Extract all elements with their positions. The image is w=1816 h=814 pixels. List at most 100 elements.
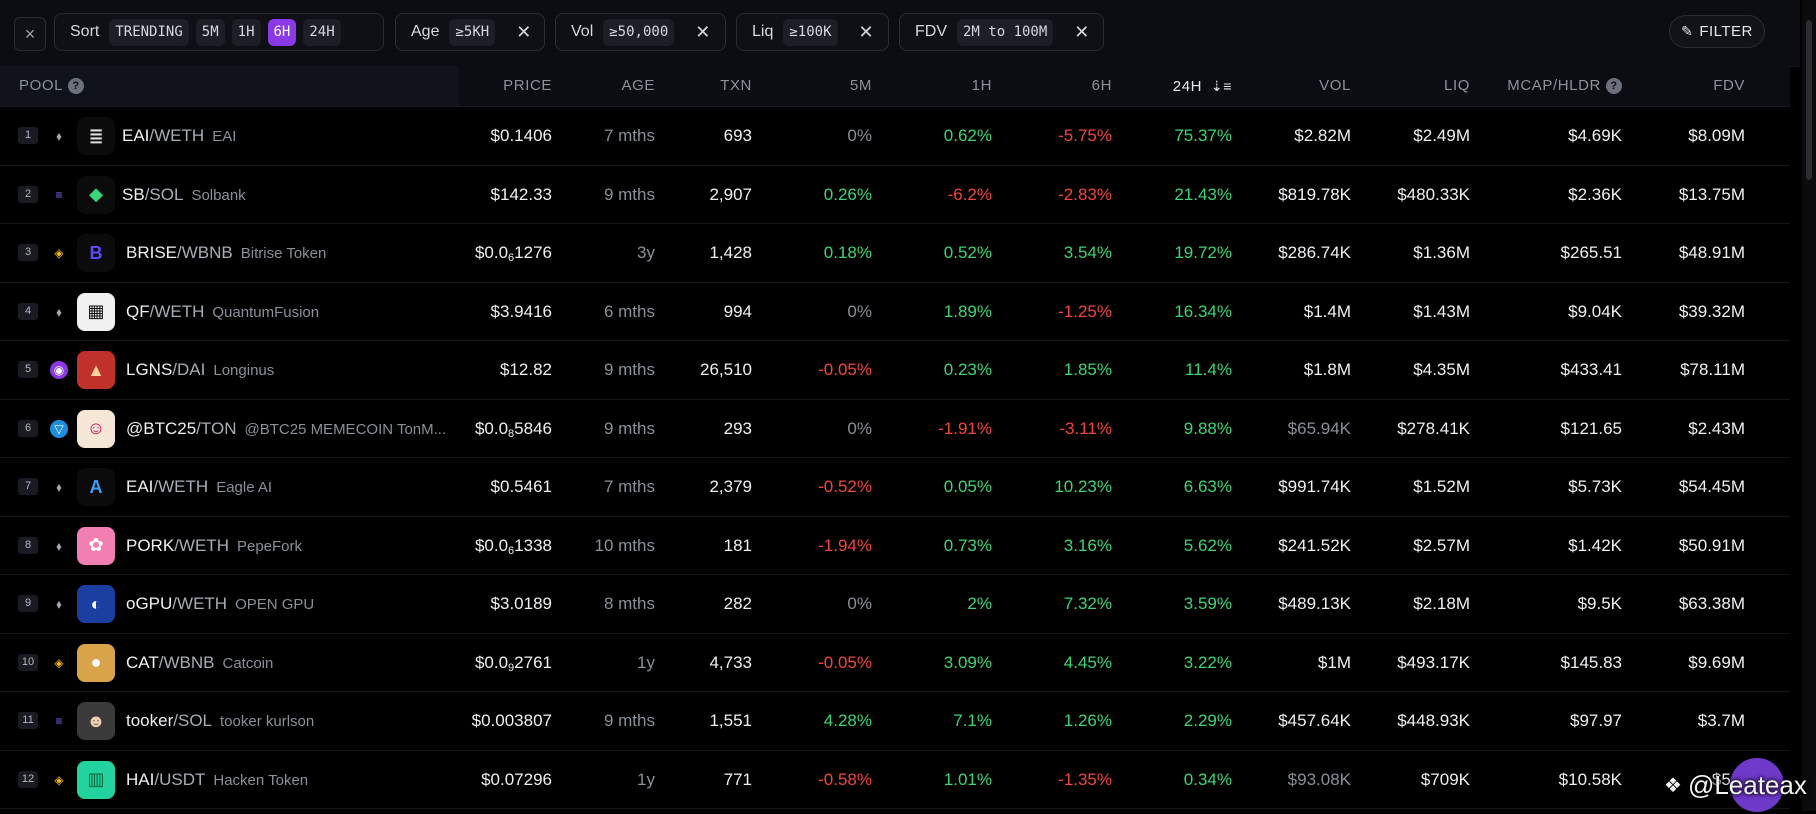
base-symbol: LGNS (126, 360, 173, 379)
rank-badge: 4 (18, 302, 38, 320)
pool-header-cell[interactable]: POOL? (0, 66, 459, 106)
base-symbol: CAT (126, 652, 159, 672)
token-name: EAI (212, 128, 237, 145)
change-1h-cell: 7.1% (953, 711, 992, 730)
scrollbar[interactable] (1802, 0, 1816, 811)
pair-name[interactable]: LGNS/DAI Longinus (126, 341, 274, 399)
volume-cell: $457.64K (1278, 711, 1351, 730)
fdv-filter-chip[interactable]: FDV 2M to 100M ✕ (899, 13, 1104, 51)
txn-cell: 26,510 (700, 360, 752, 379)
volume-cell: $93.08K (1287, 769, 1351, 789)
table-row[interactable]: 12 ◈ ▥ HAI/USDT Hacken Token $0.07296 1y … (0, 751, 1790, 809)
sort-option-1h[interactable]: 1H (231, 18, 261, 46)
table-header: POOL? PRICE AGE TXN 5M 1H 6H 24H ⇣≡ VOL … (0, 66, 1790, 107)
change-5m-cell: -1.94% (818, 535, 872, 555)
token-name: OPEN GPU (235, 596, 315, 613)
change-6h-cell: 7.32% (1063, 594, 1112, 613)
help-icon[interactable]: ? (1606, 78, 1622, 95)
pair-name[interactable]: SB/SOL Solbank (122, 166, 246, 224)
change-6h-cell: -2.83% (1058, 184, 1112, 204)
table-row[interactable]: 2 ≡ ◆ SB/SOL Solbank $142.33 9 mths 2,907… (0, 166, 1790, 224)
rank-badge: 6 (18, 419, 38, 437)
pair-name[interactable]: BRISE/WBNB Bitrise Token (126, 224, 326, 282)
remove-vol-filter-icon[interactable]: ✕ (695, 21, 711, 42)
mcap-column-header[interactable]: MCAP/HLDR (1507, 77, 1601, 94)
help-icon[interactable]: ? (68, 78, 85, 95)
token-name: Eagle AI (216, 479, 273, 496)
age-cell: 10 mths (594, 535, 655, 555)
vol-filter-chip[interactable]: Vol ≥50,000 ✕ (555, 13, 726, 51)
pair-separator: / (144, 184, 150, 204)
price-zero-count: 6 (508, 544, 515, 557)
price-column-header[interactable]: PRICE (503, 77, 552, 94)
table-row[interactable]: 9 ⬧ ◐ oGPU/WETH OPEN GPU $3.0189 8 mths 2… (0, 575, 1790, 634)
close-filters-button[interactable]: × (14, 17, 46, 51)
fdv-filter-label: FDV (915, 23, 947, 40)
chain-icon: ⬧ (56, 597, 62, 611)
filter-button[interactable]: ✎ FILTER (1669, 15, 1765, 48)
age-cell: 8 mths (603, 594, 655, 613)
sort-option-trending[interactable]: TRENDING (109, 18, 189, 46)
table-row[interactable]: 5 ◉ ▲ LGNS/DAI Longinus $12.82 9 mths 26,… (0, 341, 1790, 400)
6h-column-header[interactable]: 6H (1091, 77, 1112, 94)
pair-separator: / (174, 535, 179, 555)
24h-column-header[interactable]: 24H ⇣≡ (1173, 66, 1232, 106)
pair-name[interactable]: EAI/WETH EAI (122, 107, 236, 165)
remove-age-filter-icon[interactable]: ✕ (516, 21, 532, 42)
table-row[interactable]: 7 ⬧ A EAI/WETH Eagle AI $0.5461 7 mths 2,… (0, 458, 1790, 517)
change-24h-cell: 3.22% (1183, 652, 1232, 672)
fdv-column-header[interactable]: FDV (1713, 77, 1745, 94)
price-significant-digits: 2761 (514, 652, 552, 672)
age-filter-chip[interactable]: Age ≥5KH ✕ (395, 13, 545, 51)
chain-icon: ◈ (54, 655, 64, 670)
txn-column-header[interactable]: TXN (720, 77, 752, 94)
table-row[interactable]: 1 ⬧ ≣ EAI/WETH EAI $0.1406 7 mths 693 0% … (0, 107, 1790, 166)
price-cell: $3.0189 (491, 575, 552, 633)
liq-column-header[interactable]: LIQ (1444, 77, 1470, 94)
pair-name[interactable]: QF/WETH QuantumFusion (126, 283, 319, 341)
change-1h-cell: 0.73% (943, 535, 992, 555)
change-24h-cell: 11.4% (1185, 360, 1232, 379)
sort-option-5m[interactable]: 5M (195, 18, 225, 46)
pair-separator: / (173, 711, 178, 730)
5m-column-header[interactable]: 5M (849, 77, 872, 94)
scrollbar-thumb[interactable] (1806, 20, 1812, 180)
pair-separator: / (153, 477, 159, 496)
pair-name[interactable]: EAI/WETH Eagle AI (126, 458, 272, 516)
change-1h-cell: 2% (967, 594, 992, 613)
table-row[interactable]: 6 ▽ ☺ @BTC25/TON @BTC25 MEMECOIN TonM... … (0, 400, 1790, 458)
sort-option-6h[interactable]: 6H (267, 18, 297, 46)
fdv-cell: $50.91M (1678, 535, 1745, 555)
table-row[interactable]: 11 ≡ ☻ tooker/SOL tooker kurlson $0.00380… (0, 692, 1790, 751)
token-name: Bitrise Token (240, 245, 327, 262)
pair-name[interactable]: CAT/WBNB Catcoin (126, 634, 273, 692)
quote-symbol: WETH (154, 126, 205, 145)
table-row[interactable]: 10 ◈ ● CAT/WBNB Catcoin $0.092761 1y 4,73… (0, 634, 1790, 692)
change-1h-cell: 0.52% (943, 243, 992, 262)
sort-option-24h[interactable]: 24H (303, 18, 341, 46)
pair-name[interactable]: tooker/SOL tooker kurlson (126, 692, 314, 750)
token-logo-icon: ☻ (77, 702, 115, 740)
remove-liq-filter-icon[interactable]: ✕ (858, 21, 874, 42)
pool-column-header: POOL (19, 77, 64, 94)
change-24h-cell: 3.59% (1183, 594, 1232, 613)
pair-separator: / (196, 418, 201, 438)
table-row[interactable]: 8 ⬧ ✿ PORK/WETH PepeFork $0.061338 10 mth… (0, 517, 1790, 575)
pair-name[interactable]: HAI/USDT Hacken Token (126, 751, 308, 809)
pair-name[interactable]: PORK/WETH PepeFork (126, 517, 302, 575)
liquidity-cell: $2.57M (1413, 535, 1470, 555)
price-cell: $0.1406 (491, 107, 552, 165)
liq-filter-chip[interactable]: Liq ≥100K ✕ (736, 13, 889, 51)
quote-symbol: TON (200, 418, 237, 438)
remove-fdv-filter-icon[interactable]: ✕ (1074, 21, 1090, 42)
table-row[interactable]: 4 ⬧ ▦ QF/WETH QuantumFusion $3.9416 6 mth… (0, 283, 1790, 341)
table-row[interactable]: 3 ◈ B BRISE/WBNB Bitrise Token $0.061276 … (0, 224, 1790, 283)
price-value: $0.0 (474, 535, 509, 555)
age-column-header[interactable]: AGE (621, 77, 655, 94)
age-cell: 9 mths (603, 184, 655, 204)
vol-column-header[interactable]: VOL (1319, 77, 1351, 94)
pair-name[interactable]: oGPU/WETH OPEN GPU (126, 575, 314, 633)
pair-name[interactable]: @BTC25/TON @BTC25 MEMECOIN TonM... (126, 400, 446, 458)
1h-column-header[interactable]: 1H (971, 77, 992, 94)
pair-separator: / (177, 243, 182, 262)
